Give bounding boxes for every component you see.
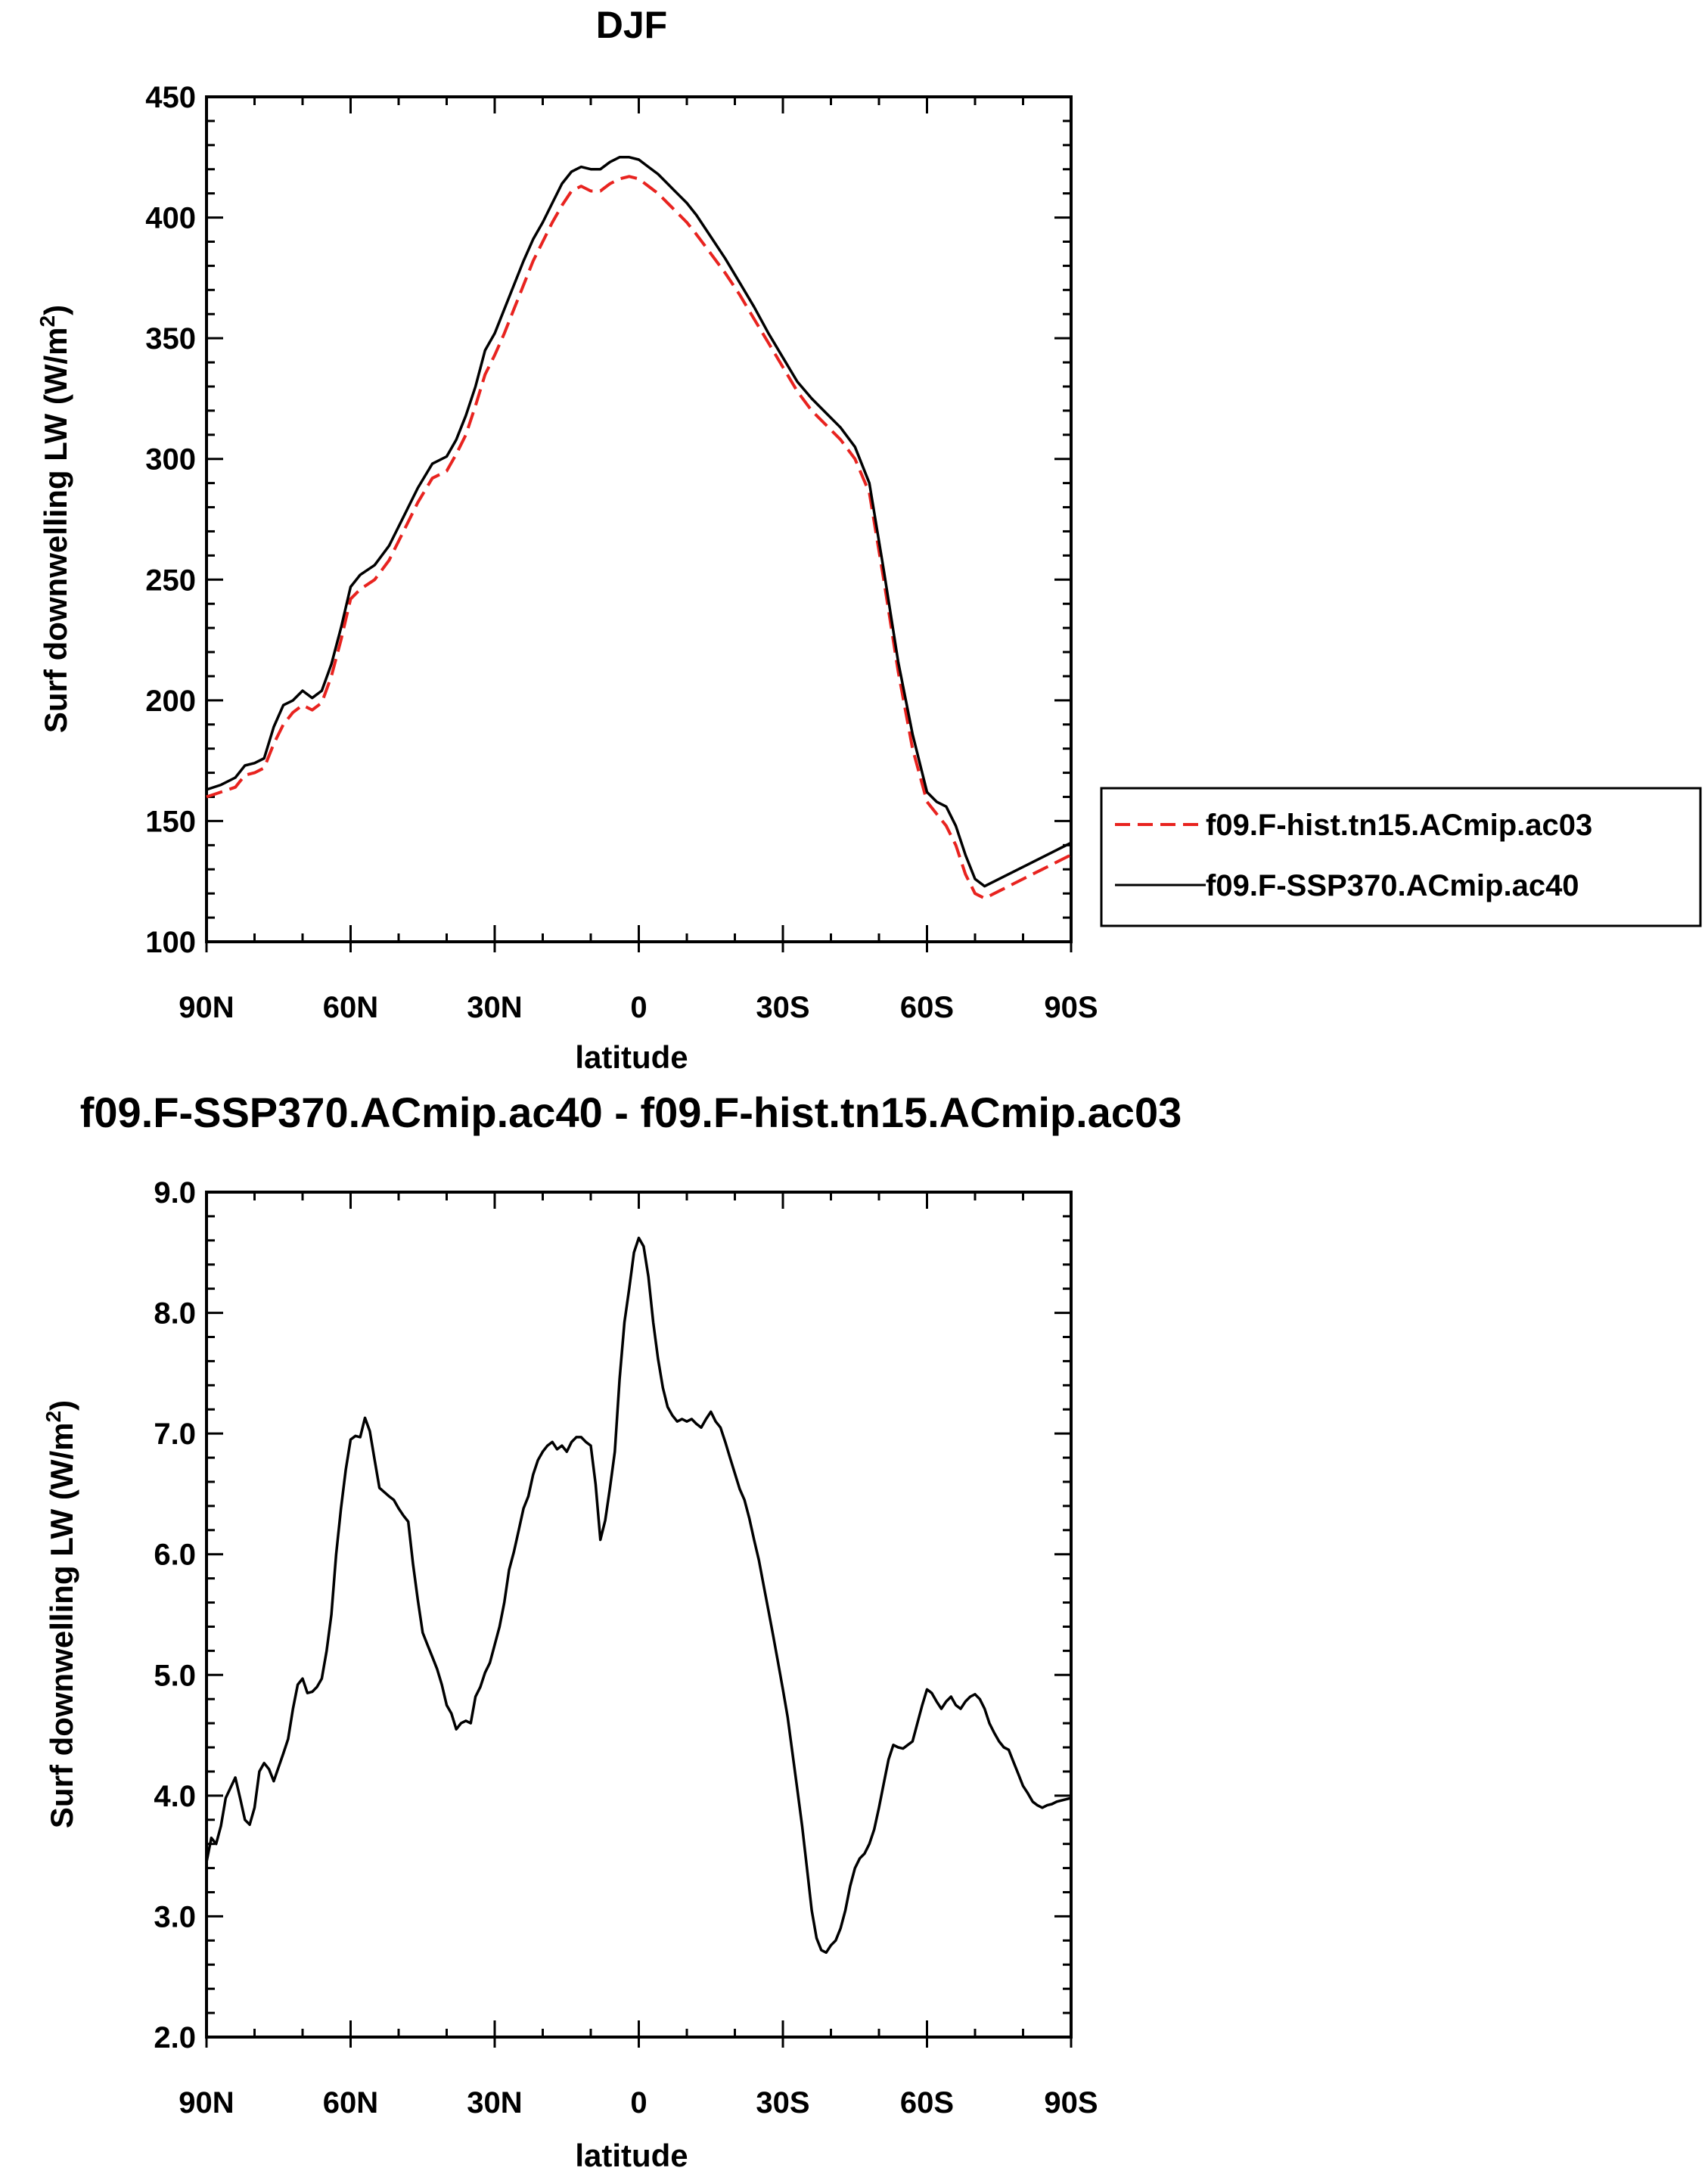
bottom-y-axis-label: Surf downwelling LW (W/m2) bbox=[42, 1400, 79, 1828]
top-x-tick-label: 90N bbox=[179, 991, 234, 1024]
top-y-tick-label: 350 bbox=[145, 322, 196, 356]
bottom-x-tick-label: 30N bbox=[467, 2086, 522, 2120]
top-y-tick-label: 100 bbox=[145, 926, 196, 959]
top-y-tick-label: 200 bbox=[145, 685, 196, 718]
bottom-y-axis-label-close: ) bbox=[44, 1400, 79, 1411]
bottom-x-tick-label: 90S bbox=[1044, 2086, 1098, 2120]
bottom-y-axis-label-main: Surf downwelling LW (W/m bbox=[44, 1422, 79, 1828]
legend-label-hist: f09.F-hist.tn15.ACmip.ac03 bbox=[1206, 809, 1592, 842]
top-y-tick-label: 400 bbox=[145, 202, 196, 235]
top-panel: DJF 100 150 200 250 300 350 400 450 90N 60N 30N 0 30… bbox=[36, 4, 1702, 1075]
bottom-x-tick-label: 60S bbox=[900, 2086, 954, 2120]
top-x-tick-label: 90S bbox=[1044, 991, 1098, 1024]
top-y-axis-label-main: Surf downwelling LW (W/m bbox=[38, 327, 73, 733]
top-x-tick-label: 30N bbox=[467, 991, 522, 1024]
bottom-y-tick-label: 5.0 bbox=[154, 1659, 196, 1692]
bottom-y-tick-label: 4.0 bbox=[154, 1780, 196, 1813]
top-x-tick-label: 60S bbox=[900, 991, 954, 1024]
top-y-tick-label: 150 bbox=[145, 805, 196, 838]
top-ticks: 100 150 200 250 300 350 400 450 90N 60N 30N 0 30S 60S… bbox=[145, 81, 1098, 1024]
top-x-tick-label: 0 bbox=[630, 991, 647, 1024]
bottom-x-axis-label: latitude bbox=[575, 2138, 688, 2173]
bottom-y-tick-label: 8.0 bbox=[154, 1297, 196, 1331]
top-y-axis-label-close: ) bbox=[38, 305, 73, 315]
bottom-x-tick-label: 0 bbox=[630, 2086, 647, 2120]
top-chart-title: DJF bbox=[596, 4, 667, 46]
bottom-x-tick-label: 30S bbox=[756, 2086, 809, 2120]
top-series-line-0 bbox=[206, 175, 1072, 900]
bottom-y-tick-label: 7.0 bbox=[154, 1418, 196, 1451]
bottom-panel: f09.F-SSP370.ACmip.ac40 - f09.F-hist.tn1… bbox=[42, 1088, 1182, 2173]
legend-box bbox=[1100, 787, 1702, 927]
legend-label-ssp370: f09.F-SSP370.ACmip.ac40 bbox=[1206, 869, 1579, 902]
bottom-y-axis-label-sup: 2 bbox=[42, 1411, 65, 1423]
top-plot-frame bbox=[205, 95, 1073, 943]
bottom-y-tick-label: 3.0 bbox=[154, 1900, 196, 1933]
top-x-axis-label: latitude bbox=[575, 1039, 688, 1075]
bottom-chart-title: f09.F-SSP370.ACmip.ac40 - f09.F-hist.tn1… bbox=[80, 1088, 1182, 1136]
top-x-tick-label: 30S bbox=[756, 991, 809, 1024]
top-y-axis-label-sup: 2 bbox=[36, 315, 59, 328]
bottom-y-tick-label: 6.0 bbox=[154, 1539, 196, 1572]
top-y-tick-label: 450 bbox=[145, 81, 196, 114]
top-y-tick-label: 250 bbox=[145, 564, 196, 597]
bottom-x-tick-label: 60N bbox=[323, 2086, 378, 2120]
top-y-tick-label: 300 bbox=[145, 443, 196, 477]
legend: f09.F-hist.tn15.ACmip.ac03 f09.F-SSP370.… bbox=[1100, 787, 1702, 927]
bottom-y-tick-label: 9.0 bbox=[154, 1176, 196, 1210]
bottom-series bbox=[205, 1236, 1072, 1955]
top-series bbox=[206, 156, 1072, 900]
bottom-x-tick-label: 90N bbox=[179, 2086, 234, 2120]
top-series-line-1 bbox=[206, 156, 1072, 888]
top-y-axis-label: Surf downwelling LW (W/m2) bbox=[36, 305, 73, 733]
bottom-ticks: 2.0 3.0 4.0 5.0 6.0 7.0 8.0 9.0 90N 60N 30N 0 30S 60S… bbox=[154, 1176, 1098, 2120]
top-x-tick-label: 60N bbox=[323, 991, 378, 1024]
bottom-series-line-0 bbox=[205, 1236, 1072, 1955]
bottom-plot-frame bbox=[205, 1191, 1073, 2039]
bottom-y-tick-label: 2.0 bbox=[154, 2021, 196, 2054]
